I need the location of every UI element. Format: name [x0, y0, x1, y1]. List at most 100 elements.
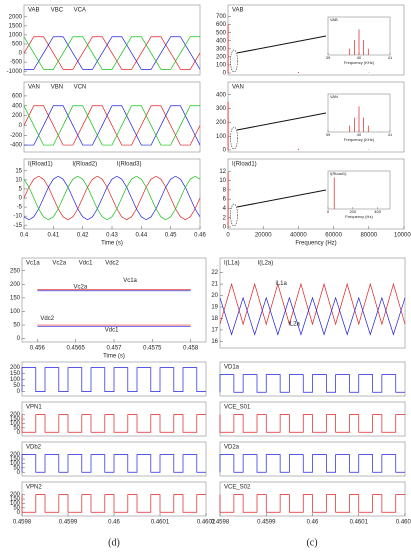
y-tick-label: 0 [17, 336, 21, 342]
y-tick-label: -500 [10, 60, 23, 66]
y-tick-label: 0 [223, 71, 227, 77]
legend-entry: VCE_S01 [224, 405, 251, 411]
series-line [219, 374, 405, 393]
y-tick-label: 600 [12, 94, 23, 100]
y-tick-label: 0 [17, 430, 21, 436]
x-tick-label: 0 [226, 233, 230, 239]
annotation: Vc1a [123, 278, 137, 284]
series-line [23, 105, 201, 146]
y-tick-label: -5 [17, 205, 23, 211]
x-axis-label: Time (s) [101, 241, 123, 247]
legend-entry: VDb2 [26, 445, 42, 451]
x-tick-label: 0.4 [20, 233, 29, 239]
inset-x-label: Frequency (KHz) [344, 60, 375, 65]
y-tick-label: 0 [223, 148, 227, 154]
x-axis-label: Time (s) [103, 354, 125, 360]
inset-x-tick-label: 39 [326, 55, 331, 60]
y-tick-label: 150 [10, 497, 21, 503]
zoom-marker [230, 203, 238, 227]
x-axis-label: Frequency (Hz) [295, 241, 336, 247]
zoom-arrow [236, 189, 327, 208]
y-tick-label: 100 [216, 63, 227, 69]
y-tick-label: 150 [10, 295, 21, 301]
series-line [219, 282, 406, 326]
series-line [23, 175, 201, 221]
legend-entry: Vdc1 [79, 261, 93, 267]
zoom-arrow [236, 112, 327, 131]
annotation: Vdc2 [40, 316, 54, 322]
y-tick-label: -1000 [7, 69, 23, 75]
y-tick-label: 300 [216, 106, 227, 112]
y-tick-label: -400 [10, 143, 23, 149]
y-tick-label: 300 [216, 46, 227, 52]
legend-entry: I(Rload3) [117, 162, 142, 168]
y-tick-label: 16 [211, 339, 218, 345]
y-tick-label: 50 [13, 425, 20, 431]
annotation: Vdc1 [105, 327, 119, 333]
x-tick-label: 0.458 [183, 346, 199, 352]
x-tick-label: 0.4599 [257, 520, 276, 526]
y-tick-label: 18 [211, 316, 218, 322]
series-line [219, 454, 405, 473]
zoom-marker [230, 126, 238, 150]
y-tick-label: 700 [216, 14, 227, 20]
y-tick-label: 100 [216, 134, 227, 140]
y-tick-label: 200 [12, 113, 23, 119]
y-tick-label: 22 [211, 270, 218, 276]
y-tick-label: 200 [10, 492, 21, 498]
panel-frame [219, 257, 406, 349]
x-tick-label: 0.4602 [197, 520, 216, 526]
y-tick-label: -10 [13, 214, 22, 220]
series-line [23, 36, 200, 70]
series-line [24, 105, 201, 146]
y-tick-label: 4 [223, 206, 227, 212]
y-tick-label: 500 [12, 42, 23, 48]
y-tick-label: 100 [10, 461, 21, 467]
y-tick-label: 100 [10, 421, 21, 427]
legend-entry: VAB [232, 8, 244, 14]
legend-entry: VCA [74, 8, 86, 14]
legend-entry: VCE_S02 [224, 485, 251, 491]
y-tick-label: 50 [13, 465, 20, 471]
annotation: Vc2a [74, 284, 88, 290]
legend-entry: VAN [28, 85, 40, 91]
y-tick-label: 250 [10, 268, 21, 274]
y-tick-label: 100 [10, 501, 21, 507]
panel-frame [23, 158, 201, 230]
x-tick-label: 0.4601 [151, 520, 170, 526]
inset-x-tick-label: 0 [327, 209, 330, 214]
inset-x-tick-label: 200 [349, 209, 356, 214]
inset-title: I(Rload1) [330, 171, 347, 176]
y-tick-label: 100 [10, 377, 21, 383]
x-tick-label: 0.4598 [211, 520, 230, 526]
legend-entry: VPN2 [26, 485, 42, 491]
y-tick-label: 0 [19, 51, 23, 57]
legend-entry: VCN [74, 85, 87, 91]
legend-entry: VD1a [224, 365, 240, 371]
inset-x-label: Frequency (KHz) [344, 137, 375, 142]
y-tick-label: 0 [17, 510, 21, 516]
series-line [219, 296, 406, 336]
legend-entry: Vc1a [26, 261, 40, 267]
x-tick-label: 0.42 [77, 233, 89, 239]
legend-entry: VBN [51, 85, 63, 91]
legend-entry: Vc2a [52, 261, 66, 267]
y-tick-label: 10 [219, 178, 226, 184]
series-line [23, 105, 200, 146]
annotation: iL2a [288, 322, 300, 328]
x-tick-label: 0.456 [30, 346, 46, 352]
y-tick-label: 50 [13, 323, 20, 329]
y-tick-label: 6 [223, 197, 227, 203]
y-tick-label: 10 [15, 177, 22, 183]
x-tick-label: 0.46 [108, 520, 120, 526]
zoom-arrow [236, 35, 327, 54]
y-tick-label: 500 [216, 30, 227, 36]
legend-entry: VAB [28, 8, 40, 14]
panel-frame [23, 81, 201, 153]
y-tick-label: 400 [216, 38, 227, 44]
y-tick-label: 150 [10, 457, 21, 463]
series-line [21, 494, 206, 513]
y-tick-label: 600 [216, 22, 227, 28]
x-tick-label: 0.46 [307, 520, 319, 526]
